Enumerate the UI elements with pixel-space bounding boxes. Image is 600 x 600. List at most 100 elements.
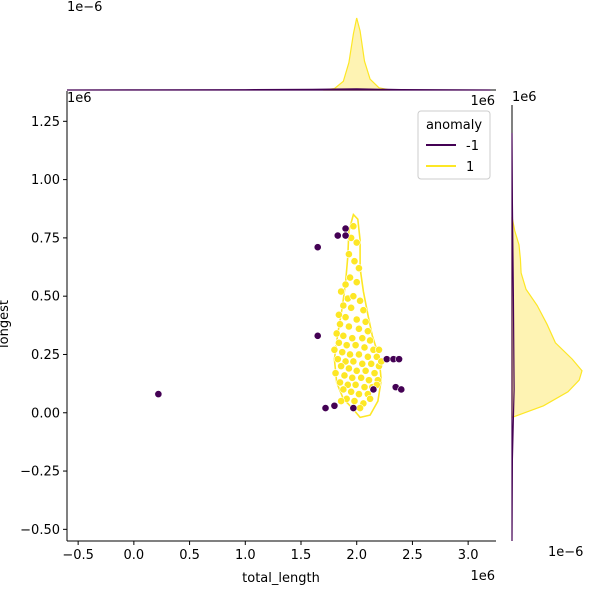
normal-point xyxy=(357,373,366,382)
anomaly-point xyxy=(349,404,358,412)
normal-point xyxy=(351,341,360,350)
y-tick-label: 0.25 xyxy=(31,348,60,363)
anomaly-point xyxy=(369,385,378,394)
y-tick-label: −0.50 xyxy=(20,523,60,538)
legend-title: anomaly xyxy=(426,118,482,133)
normal-point xyxy=(370,369,379,378)
normal-point xyxy=(363,327,372,336)
normal-point xyxy=(332,329,341,338)
x-offset-text: 1e6 xyxy=(470,569,495,584)
normal-point xyxy=(355,264,363,273)
normal-point xyxy=(349,292,358,301)
y-tick-label: 0.00 xyxy=(31,406,60,421)
normal-point xyxy=(349,357,358,366)
marginal-x-density-anomaly xyxy=(66,88,491,91)
y-tick-label: 1.00 xyxy=(31,173,60,188)
axes-layer xyxy=(66,91,496,542)
normal-point xyxy=(339,331,348,340)
normal-point xyxy=(343,380,352,389)
anomaly-point xyxy=(341,231,350,240)
normal-point xyxy=(348,334,357,343)
x-tick-label: −0.5 xyxy=(62,548,94,563)
normal-point xyxy=(336,320,344,329)
normal-point xyxy=(363,352,372,361)
normal-point xyxy=(330,345,339,354)
marginal-x-density-normal xyxy=(323,17,391,91)
kde-contour xyxy=(333,213,383,419)
normal-point xyxy=(359,306,368,315)
marginal-x-right-offset-text: 1e6 xyxy=(470,94,495,109)
x-tick-label: 0.0 xyxy=(124,548,145,563)
marginal-x-plot xyxy=(66,17,496,91)
normal-point xyxy=(366,394,374,403)
x-axis-label: total_length xyxy=(242,571,320,586)
x-tick-label: 1.5 xyxy=(291,548,312,563)
normal-point xyxy=(346,350,354,359)
legend-label-anomaly: -1 xyxy=(466,139,479,154)
anomaly-point xyxy=(333,231,342,240)
x-tick-label: 2.0 xyxy=(346,548,367,563)
anomaly-point xyxy=(321,404,330,412)
y-tick-label: 0.50 xyxy=(31,290,60,305)
normal-point xyxy=(337,362,346,371)
normal-point xyxy=(333,355,342,364)
x-tick-label: 2.5 xyxy=(402,548,423,563)
main-plot: −0.5 0.0 0.5 1.0 1.5 2.0 2.5 3.0 −0.50 −0.25 0.00… xyxy=(20,91,496,563)
normal-point xyxy=(356,404,364,412)
marginal-y-density-anomaly xyxy=(511,132,515,542)
y-ticks: −0.50 −0.25 0.00 0.25 0.50 0.75 1.00 1.25 xyxy=(20,115,67,538)
normal-point xyxy=(341,357,350,366)
normal-point xyxy=(352,278,361,287)
normal-point xyxy=(358,334,367,343)
normal-point xyxy=(361,366,370,375)
normal-point xyxy=(341,313,350,322)
normal-point xyxy=(352,238,361,247)
normal-point xyxy=(366,336,374,345)
normal-point xyxy=(338,348,347,357)
normal-point xyxy=(339,385,348,394)
marginal-y-density-normal xyxy=(511,216,583,419)
normal-point xyxy=(345,322,353,331)
anomaly-point xyxy=(330,401,339,410)
normal-point xyxy=(334,310,343,319)
normal-point xyxy=(337,397,346,406)
normal-point xyxy=(352,366,361,375)
anomaly-point xyxy=(395,355,403,364)
anomaly-point xyxy=(313,331,322,340)
normal-point xyxy=(355,324,363,333)
normal-point xyxy=(356,296,364,305)
normal-point xyxy=(345,364,353,373)
normal-point xyxy=(336,378,344,387)
normal-point xyxy=(367,359,376,368)
normal-point xyxy=(360,383,369,392)
normal-point xyxy=(334,338,343,347)
normal-point xyxy=(360,343,369,352)
y-offset-text: 1e6 xyxy=(67,91,92,106)
normal-point xyxy=(348,373,357,382)
y-tick-label: −0.25 xyxy=(20,465,60,480)
kde-layer xyxy=(333,213,383,419)
normal-point xyxy=(372,352,381,361)
x-tick-label: 0.5 xyxy=(179,548,200,563)
marginal-y-offset-text: 1e−6 xyxy=(548,545,583,560)
marginal-y-plot xyxy=(511,105,583,542)
y-axis-label: longest xyxy=(0,300,12,348)
x-tick-label: 3.0 xyxy=(458,548,479,563)
normal-point xyxy=(351,380,360,389)
anomaly-point xyxy=(397,385,406,394)
y-tick-label: 1.25 xyxy=(31,115,60,130)
normal-point xyxy=(342,341,351,350)
normal-point xyxy=(361,317,370,326)
normal-point xyxy=(355,390,363,399)
anomaly-point xyxy=(313,243,322,252)
normal-point xyxy=(350,257,359,266)
x-tick-label: 1.0 xyxy=(235,548,256,563)
points-layer xyxy=(154,222,406,412)
normal-point xyxy=(339,301,348,310)
x-ticks: −0.5 0.0 0.5 1.0 1.5 2.0 2.5 3.0 xyxy=(62,541,478,563)
normal-point xyxy=(341,280,350,289)
marginal-x-offset-text: 1e−6 xyxy=(67,0,102,15)
normal-point xyxy=(337,287,346,296)
anomaly-point xyxy=(382,355,391,364)
